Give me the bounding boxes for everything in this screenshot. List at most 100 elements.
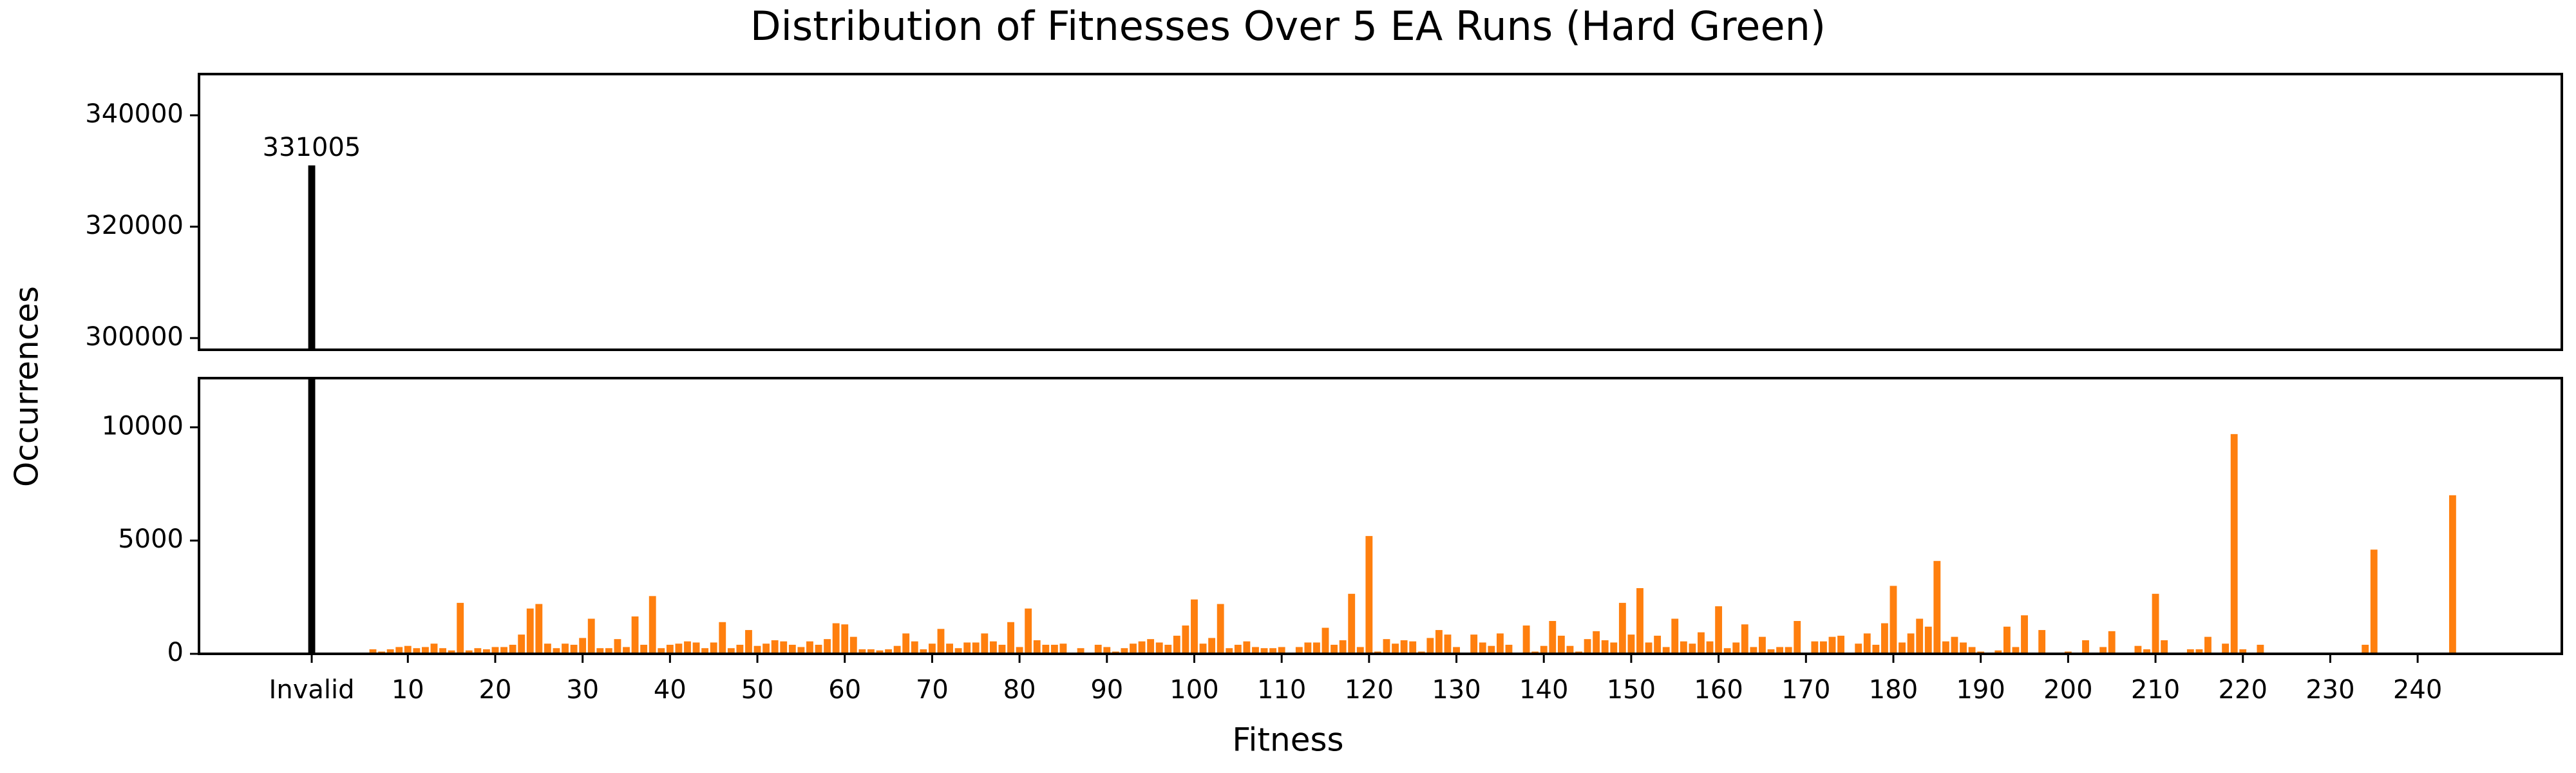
bar: [544, 644, 551, 654]
x-tick-label: 140: [1519, 675, 1568, 705]
x-tick-label: 200: [2043, 675, 2092, 705]
x-tick-label: 220: [2219, 675, 2268, 705]
bar: [989, 641, 997, 654]
bar: [780, 641, 788, 654]
bar: [1750, 647, 1757, 654]
bar: [1356, 647, 1364, 654]
bar: [369, 649, 377, 654]
bar: [920, 649, 927, 654]
bar: [1689, 644, 1696, 654]
bar: [308, 165, 316, 350]
bar: [867, 649, 875, 654]
bar: [1828, 636, 1836, 654]
bar: [386, 649, 394, 654]
bar: [430, 644, 438, 654]
bar: [631, 616, 639, 654]
bar: [2021, 615, 2028, 654]
x-tick-label: 90: [1090, 675, 1123, 705]
bar: [579, 638, 587, 654]
bar: [1942, 641, 1949, 654]
bar: [1645, 642, 1653, 654]
bar: [1260, 648, 1268, 654]
x-tick-label: 180: [1869, 675, 1918, 705]
bar: [1304, 642, 1312, 654]
bar: [1278, 647, 1285, 654]
bar: [832, 623, 840, 654]
bar: [1103, 647, 1111, 654]
x-tick-label: 150: [1607, 675, 1656, 705]
bar: [1907, 633, 1915, 654]
x-axis-label: Fitness: [1232, 721, 1343, 759]
bar: [1557, 635, 1565, 654]
bar: [1610, 642, 1618, 654]
bar: [2152, 593, 2159, 654]
bar: [2134, 645, 2142, 654]
bar: [658, 648, 665, 654]
bar: [1794, 621, 1801, 654]
bar: [998, 644, 1006, 654]
bar: [954, 648, 962, 654]
bar: [841, 624, 849, 654]
bar: [1723, 648, 1731, 654]
bar: [1698, 632, 1705, 654]
bar: [308, 378, 316, 654]
y-tick-label: 300000: [85, 322, 184, 352]
bar: [981, 633, 989, 654]
bar: [1182, 625, 1189, 654]
bar: [2239, 649, 2247, 654]
bar: [1042, 644, 1050, 654]
x-tick-label: 110: [1257, 675, 1306, 705]
bar: [1916, 618, 1924, 654]
bar: [605, 648, 612, 654]
bar: [928, 644, 936, 654]
bar: [2362, 644, 2369, 654]
bar: [649, 596, 656, 654]
bar: [1400, 640, 1408, 654]
bar: [2257, 644, 2264, 654]
bar: [2448, 495, 2456, 654]
bar: [2108, 631, 2116, 654]
bar: [753, 645, 761, 654]
bar: [1505, 644, 1513, 654]
bar: [1164, 644, 1172, 654]
bar: [1706, 641, 1714, 654]
bar: [1269, 648, 1277, 654]
bar: [1715, 606, 1723, 654]
bar: [1234, 644, 1242, 654]
bar: [1199, 644, 1207, 654]
bar: [1479, 642, 1486, 654]
bar: [1365, 536, 1373, 654]
x-tick-label: 80: [1003, 675, 1036, 705]
y-tick-label: 5000: [118, 524, 184, 554]
bar: [562, 644, 569, 654]
bar: [937, 629, 945, 654]
bar: [1444, 635, 1452, 654]
bar: [1295, 647, 1303, 654]
y-tick-label: 0: [167, 638, 184, 667]
bar: [482, 649, 490, 654]
y-tick-label: 320000: [85, 211, 184, 240]
bar: [570, 644, 578, 654]
bar: [946, 644, 953, 654]
bar: [963, 642, 971, 654]
bar: [701, 648, 709, 654]
bar: [2186, 649, 2194, 654]
bar: [623, 647, 630, 654]
x-tick-label: 40: [654, 675, 687, 705]
bar: [500, 647, 507, 654]
bar: [727, 648, 735, 654]
bar: [1933, 560, 1941, 654]
bar: [1593, 631, 1600, 654]
bar: [2230, 434, 2238, 654]
x-tick-label: 190: [1956, 675, 2005, 705]
bar: [1130, 644, 1137, 654]
bar: [1226, 648, 1233, 654]
bar: [745, 630, 752, 654]
bar: [876, 650, 884, 654]
bar: [2143, 649, 2150, 654]
bar: [1313, 642, 1320, 654]
lower-plot: [308, 378, 2456, 654]
bar: [1855, 644, 1862, 654]
x-tick-label: 120: [1345, 675, 1394, 705]
